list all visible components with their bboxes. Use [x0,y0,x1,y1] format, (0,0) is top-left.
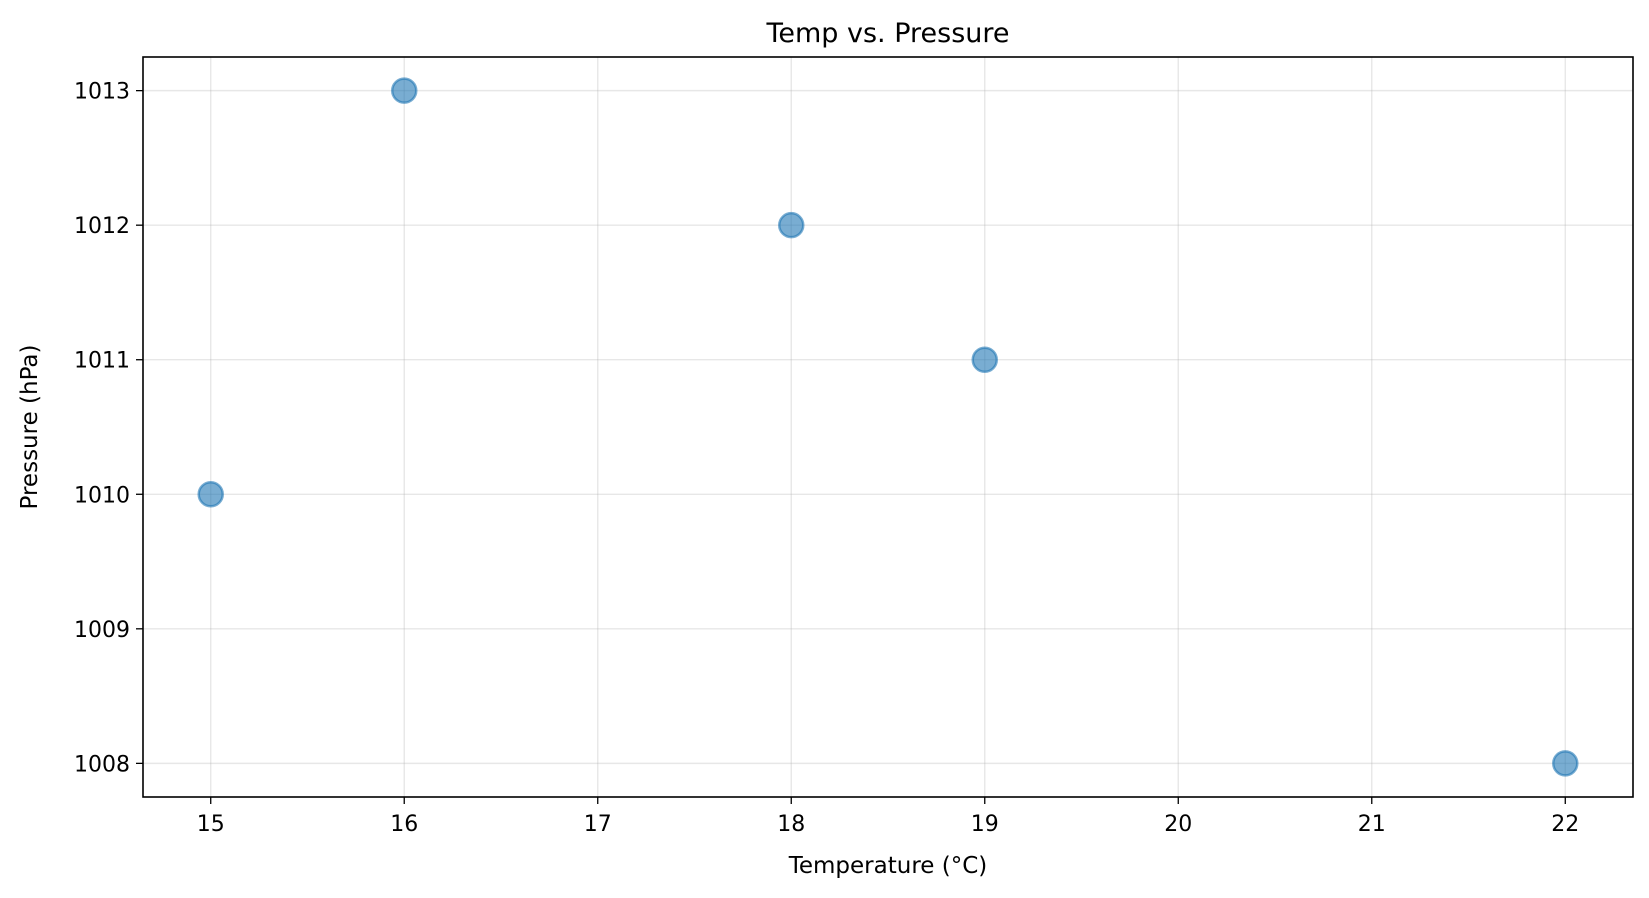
chart-title: Temp vs. Pressure [765,18,1009,49]
y-axis-label: Pressure (hPa) [17,345,43,510]
x-tick-label: 19 [971,812,999,837]
data-point [197,481,224,508]
x-tick-label: 21 [1358,812,1386,837]
data-points [197,77,1579,777]
axis-ticks: 15 16 17 18 19 20 21 22 1008 1009 1010 1011 1012 1013 [74,80,1579,837]
data-point [971,346,999,373]
plot-frame [142,56,1634,798]
y-tick-label: 1012 [74,214,130,239]
data-point [777,211,805,239]
x-tick-label: 16 [390,812,418,837]
data-point [1552,750,1579,777]
y-tick-label: 1013 [74,80,130,105]
grid [143,57,1633,797]
x-tick-label: 22 [1551,812,1579,837]
x-tick-label: 20 [1164,812,1192,837]
x-tick-label: 17 [584,812,612,837]
x-tick-label: 18 [777,812,805,837]
x-axis-label: Temperature (°C) [788,853,988,879]
data-point [390,77,418,104]
y-tick-label: 1009 [74,618,130,643]
x-tick-label: 15 [197,812,225,837]
y-tick-label: 1008 [74,752,130,777]
y-tick-label: 1011 [74,349,130,374]
y-tick-label: 1010 [74,483,130,508]
